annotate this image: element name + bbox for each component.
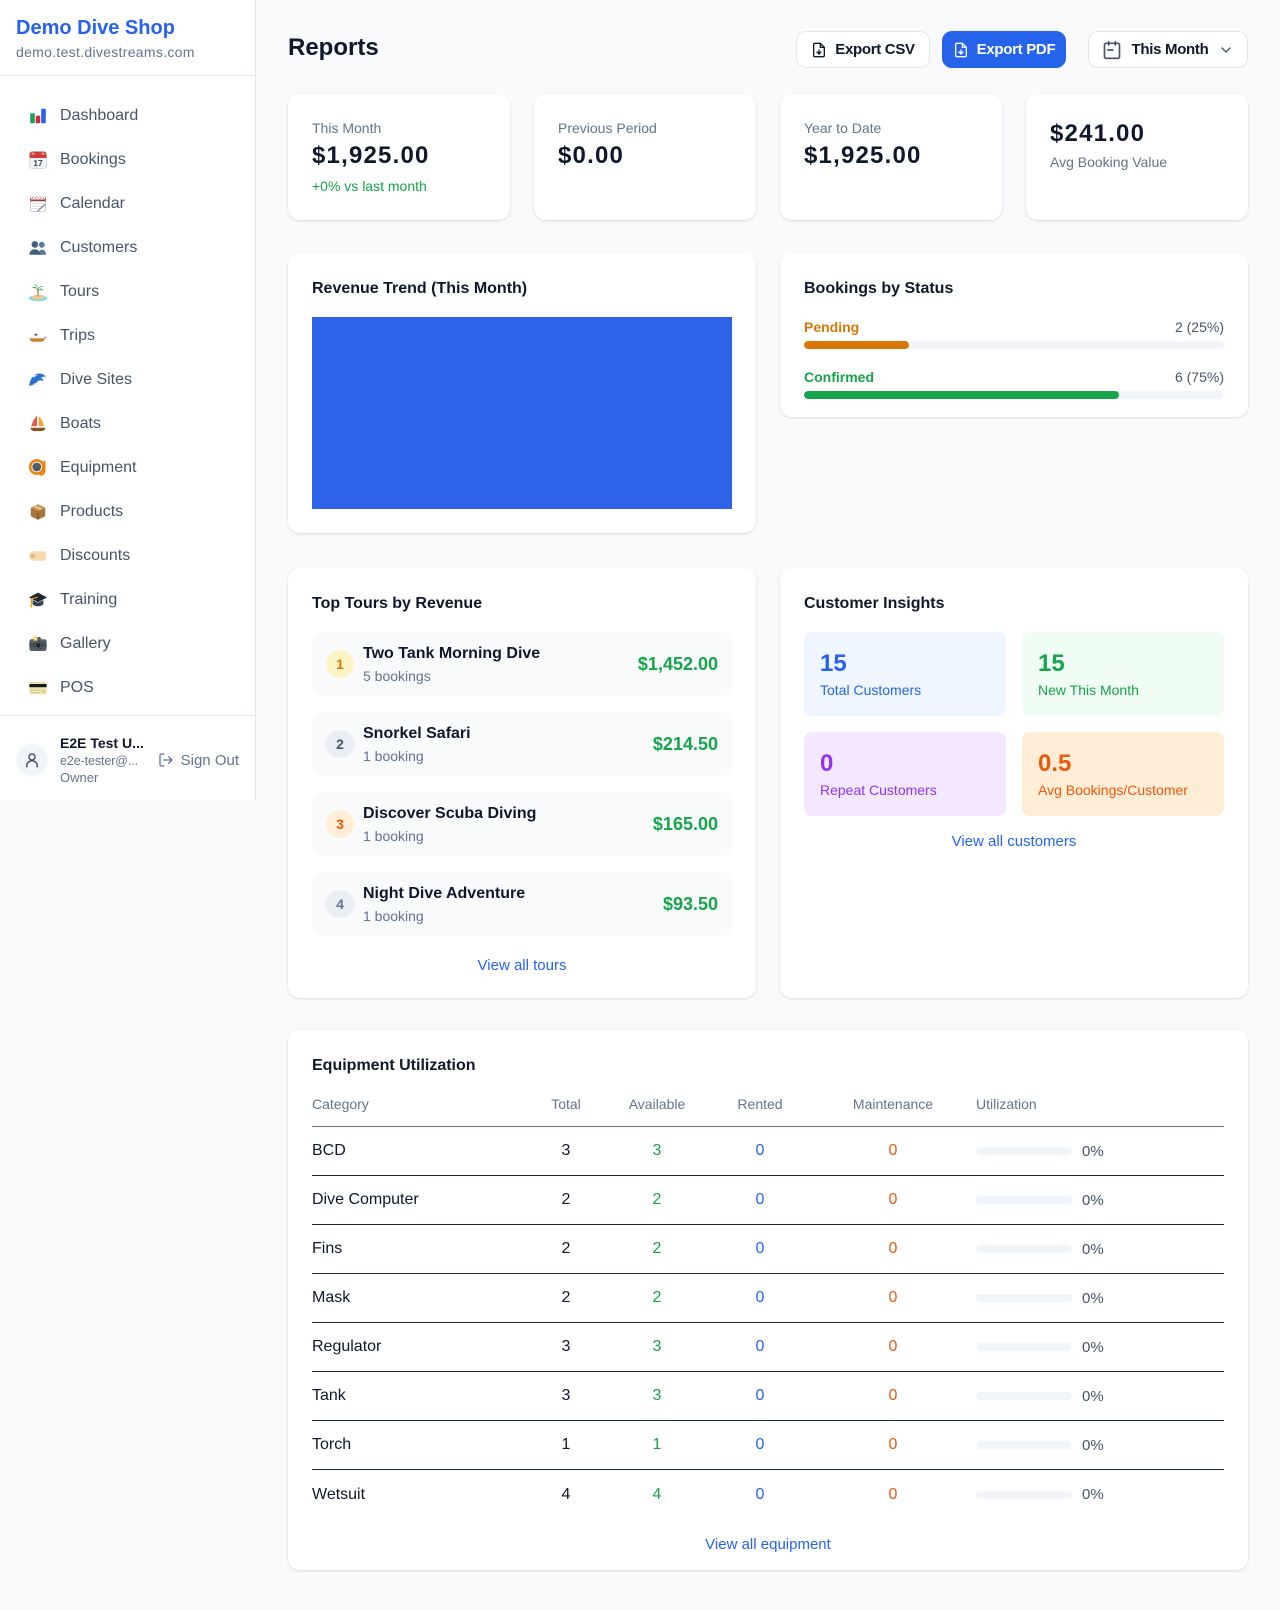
svg-text:17: 17: [33, 158, 43, 168]
